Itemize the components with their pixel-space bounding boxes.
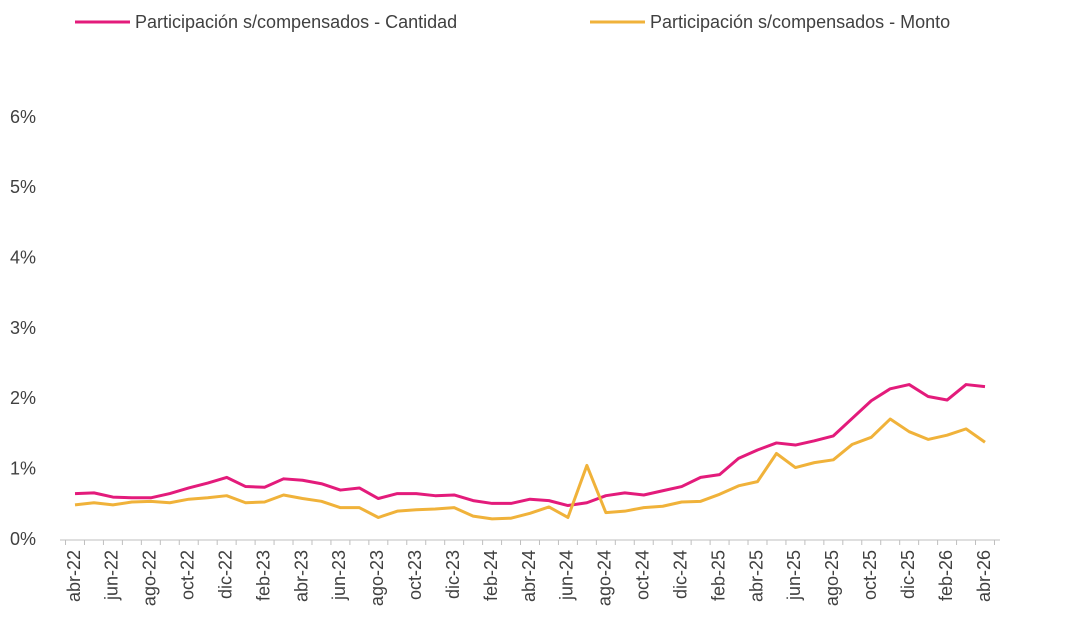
- x-tick-label: oct-22: [178, 550, 198, 600]
- y-tick-label: 2%: [10, 388, 36, 408]
- y-tick-label: 0%: [10, 529, 36, 549]
- x-tick-label: abr-26: [974, 550, 994, 602]
- x-tick-label: dic-24: [670, 550, 690, 599]
- x-tick-label: dic-23: [443, 550, 463, 599]
- x-tick-label: abr-24: [519, 550, 539, 602]
- x-tick-label: oct-24: [633, 550, 653, 600]
- x-tick-label: feb-25: [708, 550, 728, 601]
- x-tick-label: jun-25: [784, 550, 804, 601]
- x-tick-label: ago-22: [140, 550, 160, 606]
- y-tick-label: 3%: [10, 318, 36, 338]
- x-tick-label: feb-23: [253, 550, 273, 601]
- x-tick-label: dic-25: [898, 550, 918, 599]
- y-tick-label: 4%: [10, 247, 36, 267]
- legend-label: Participación s/compensados - Monto: [650, 12, 950, 32]
- legend-label: Participación s/compensados - Cantidad: [135, 12, 457, 32]
- x-tick-label: oct-25: [860, 550, 880, 600]
- x-tick-label: feb-26: [936, 550, 956, 601]
- y-tick-label: 1%: [10, 458, 36, 478]
- x-tick-label: oct-23: [405, 550, 425, 600]
- x-tick-label: jun-23: [329, 550, 349, 601]
- x-tick-label: dic-22: [215, 550, 235, 599]
- x-tick-label: abr-23: [291, 550, 311, 602]
- y-tick-label: 5%: [10, 177, 36, 197]
- series-line: [74, 383, 986, 508]
- x-tick-label: abr-25: [746, 550, 766, 602]
- y-tick-label: 6%: [10, 107, 36, 127]
- x-tick-label: feb-24: [481, 550, 501, 601]
- x-tick-label: ago-23: [367, 550, 387, 606]
- x-tick-label: ago-24: [595, 550, 615, 606]
- x-tick-label: abr-22: [64, 550, 84, 602]
- x-tick-label: jun-22: [102, 550, 122, 601]
- series-line: [74, 417, 986, 521]
- x-tick-label: jun-24: [557, 550, 577, 601]
- x-tick-label: ago-25: [822, 550, 842, 606]
